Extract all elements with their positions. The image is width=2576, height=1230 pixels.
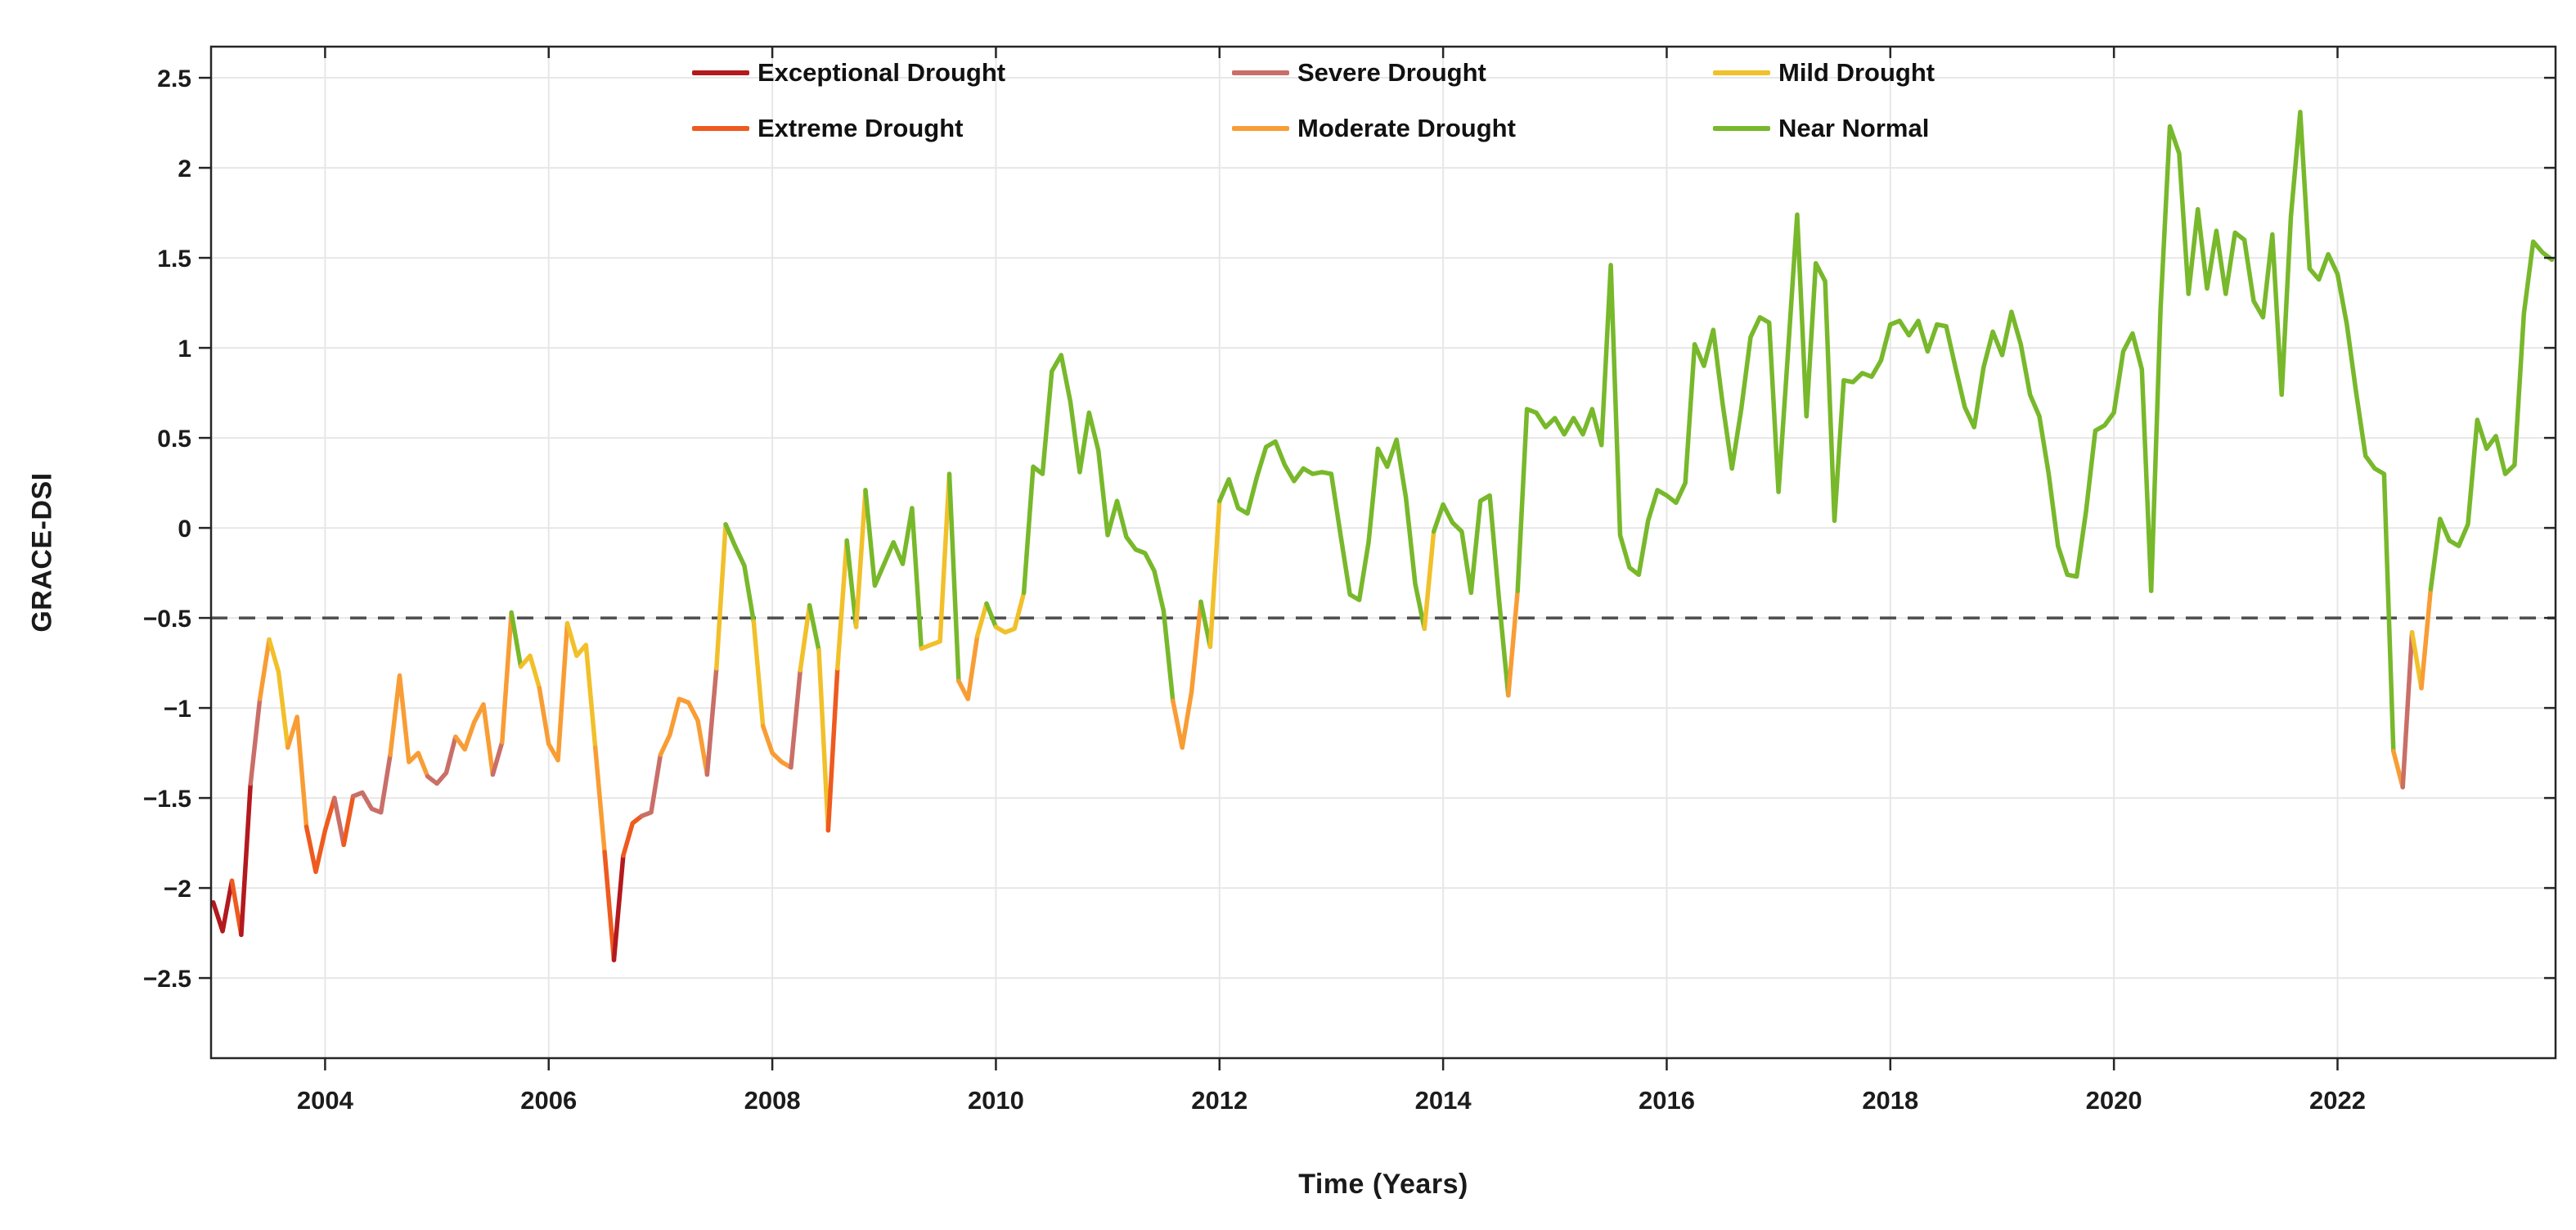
x-tick-label: 2022 <box>2309 1086 2366 1115</box>
y-tick-label: 1.5 <box>157 246 191 273</box>
x-tick-label: 2014 <box>1415 1086 1472 1115</box>
series-segment-moderate <box>453 701 496 777</box>
series-segment-moderate <box>537 620 570 763</box>
series-segment-severe <box>789 668 803 770</box>
series-segment-near_normal <box>946 471 961 683</box>
series-segment-near_normal <box>1431 493 1511 698</box>
series-segment-moderate <box>2419 587 2434 691</box>
series-segment-severe <box>490 740 505 777</box>
series-segment-near_normal <box>844 538 859 629</box>
x-tick-label: 2006 <box>520 1086 577 1115</box>
series-segment-moderate <box>956 633 980 701</box>
y-tick-label: 0 <box>178 516 191 543</box>
series-segment-exceptional <box>210 878 235 934</box>
y-tick-label: −1 <box>164 696 191 723</box>
series-segment-moderate <box>592 745 607 854</box>
series-segment-mild <box>1207 498 1222 650</box>
series-segment-severe <box>704 665 719 777</box>
series-segment-near_normal <box>1217 437 1427 632</box>
series-segment-severe <box>350 752 393 815</box>
y-tick-label: 2 <box>178 155 191 182</box>
series-segment-moderate <box>388 673 430 779</box>
series-segment-moderate <box>285 714 309 830</box>
series-segment-near_normal <box>1021 353 1176 704</box>
y-tick-label: −2 <box>164 876 191 903</box>
series-segment-severe <box>332 795 346 848</box>
series-segment-extreme <box>341 794 356 848</box>
series-segment-mild <box>1422 529 1436 632</box>
x-tick-label: 2012 <box>1191 1086 1248 1115</box>
x-tick-label: 2016 <box>1639 1086 1695 1115</box>
series-segment-exceptional <box>239 781 254 938</box>
series-segment-near_normal <box>2428 239 2555 592</box>
series-segment-severe <box>639 752 663 818</box>
series-segment-mild <box>816 647 831 833</box>
series-segment-moderate <box>760 723 793 770</box>
series-segment-near_normal <box>1515 110 2396 754</box>
series-segment-mild <box>518 653 542 691</box>
x-tick-label: 2018 <box>1862 1086 1918 1115</box>
series-segment-near_normal <box>509 610 524 669</box>
series-segment-mild <box>853 488 868 629</box>
series-segment-near_normal <box>863 488 924 651</box>
series-segment-mild <box>714 521 728 671</box>
series-segment-extreme <box>602 849 617 962</box>
series-segment-near_normal <box>807 602 821 653</box>
series-segment-mild <box>835 538 849 671</box>
series-segment-near_normal <box>984 601 999 629</box>
series-segment-severe <box>2400 629 2415 790</box>
series-segment-mild <box>751 619 766 728</box>
series-segment-mild <box>267 637 290 750</box>
series-segment-mild <box>993 590 1027 635</box>
y-tick-label: −1.5 <box>143 786 191 813</box>
series-segment-exceptional <box>611 853 626 962</box>
series-segment-moderate <box>1506 588 1520 698</box>
series-segment-extreme <box>825 665 840 833</box>
y-tick-label: −0.5 <box>143 606 191 633</box>
series-segment-moderate <box>658 696 710 777</box>
series-segment-moderate <box>257 637 272 701</box>
x-tick-label: 2008 <box>744 1086 801 1115</box>
series-segment-severe <box>425 734 458 786</box>
y-tick-label: 0.5 <box>157 426 191 453</box>
y-tick-label: −2.5 <box>143 966 191 993</box>
series-segment-mild <box>564 620 598 750</box>
series-segment-severe <box>248 696 263 786</box>
y-axis-label: GRACE-DSI <box>26 472 58 633</box>
series-segment-mild <box>798 602 812 673</box>
series-segment-moderate <box>500 610 514 745</box>
series-segment-near_normal <box>723 521 757 624</box>
x-axis-label: Time (Years) <box>1298 1169 1468 1200</box>
y-tick-label: 2.5 <box>157 65 191 92</box>
series-segment-extreme <box>621 813 645 858</box>
series-segment-mild <box>974 601 989 638</box>
series-segment-mild <box>2409 629 2424 691</box>
y-tick-label: 1 <box>178 336 191 363</box>
x-tick-label: 2010 <box>968 1086 1024 1115</box>
x-tick-label: 2020 <box>2086 1086 2142 1115</box>
series-segment-moderate <box>1171 599 1203 750</box>
x-tick-label: 2004 <box>297 1086 354 1115</box>
series-segment-mild <box>919 471 952 651</box>
plot-box <box>209 45 2557 1060</box>
series-segment-extreme <box>303 795 337 875</box>
